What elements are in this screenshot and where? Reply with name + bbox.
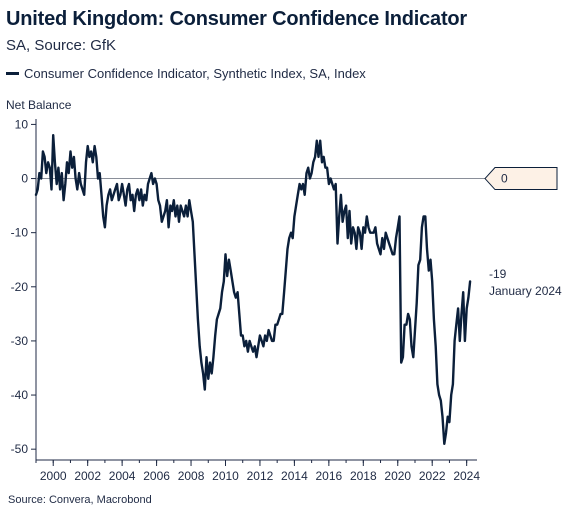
x-tick-label: 2010 — [212, 469, 239, 483]
x-tick-label: 2020 — [384, 469, 411, 483]
x-tick-label: 2000 — [40, 469, 67, 483]
legend-label: Consumer Confidence Indicator, Synthetic… — [24, 66, 366, 81]
x-tick-label: 2022 — [419, 469, 446, 483]
x-tick-label: 2014 — [281, 469, 308, 483]
x-tick-label: 2016 — [316, 469, 343, 483]
y-tick-label: -30 — [11, 334, 29, 348]
y-axis-label: Net Balance — [6, 98, 72, 112]
x-tick-label: 2008 — [178, 469, 205, 483]
chart-subtitle: SA, Source: GfK — [6, 37, 117, 54]
y-tick-label: -20 — [11, 280, 29, 294]
legend-swatch — [6, 72, 19, 75]
y-tick-label: 10 — [15, 117, 29, 131]
zero-callout-label: 0 — [501, 172, 508, 186]
y-tick-label: -40 — [11, 388, 29, 402]
x-tick-label: 2002 — [74, 469, 101, 483]
last-date-label: January 2024 — [489, 284, 562, 298]
x-tick-label: 2024 — [453, 469, 480, 483]
y-tick-label: -50 — [11, 442, 29, 456]
source-note: Source: Convera, Macrobond — [8, 494, 152, 506]
last-value-label: -19 — [489, 267, 507, 281]
chart-title: United Kingdom: Consumer Confidence Indi… — [6, 8, 468, 30]
y-tick-label: -10 — [11, 226, 29, 240]
y-tick-label: 0 — [21, 172, 28, 186]
x-tick-label: 2004 — [109, 469, 136, 483]
series-line — [34, 134, 472, 445]
zero-callout-box — [484, 167, 558, 191]
chart-legend: Consumer Confidence Indicator, Synthetic… — [6, 66, 366, 81]
x-tick-label: 2006 — [143, 469, 170, 483]
x-tick-label: 2012 — [247, 469, 274, 483]
x-tick-label: 2018 — [350, 469, 377, 483]
